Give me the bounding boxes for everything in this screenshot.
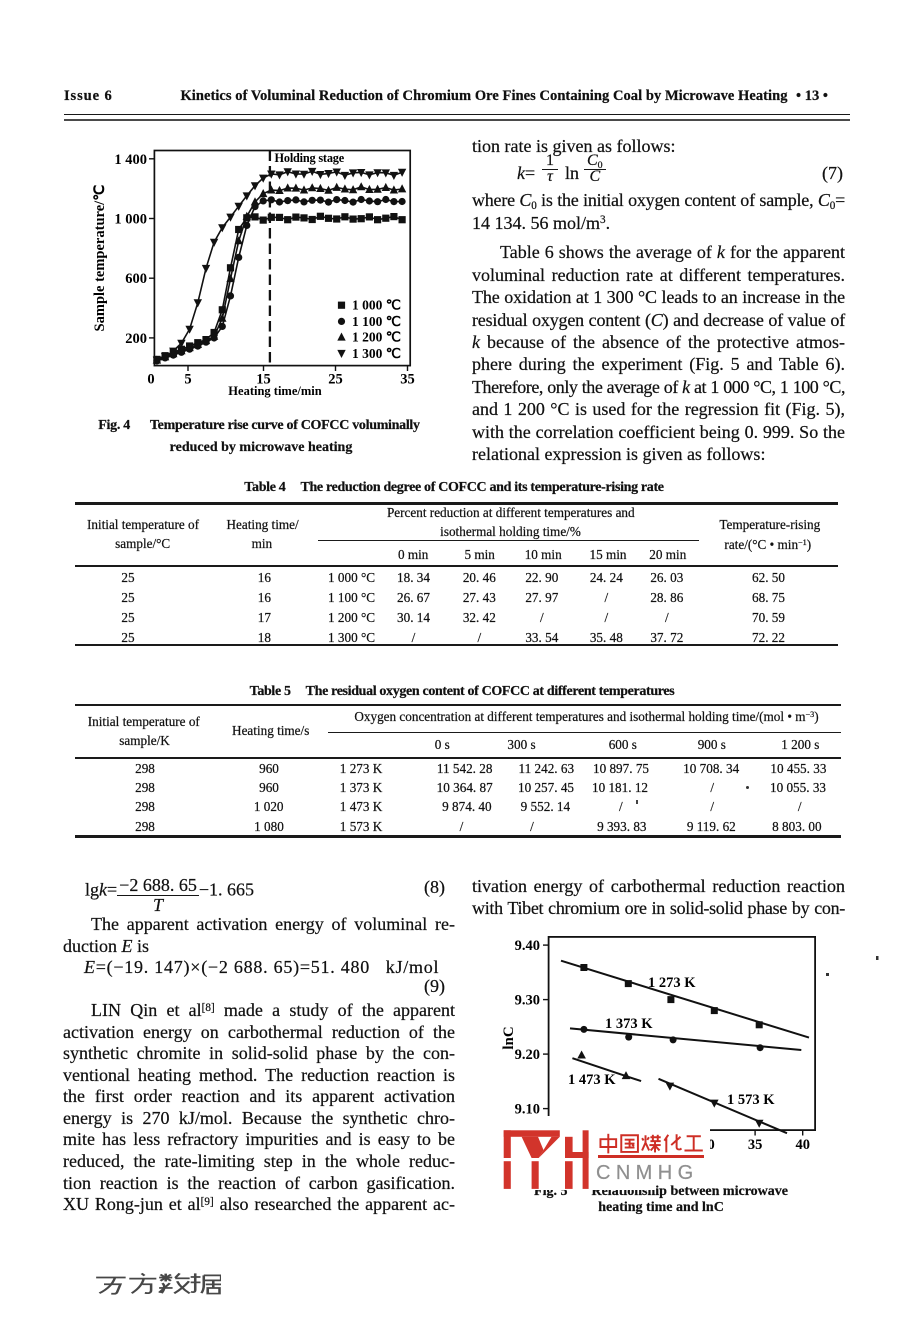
svg-text:35: 35 (400, 372, 415, 388)
svg-text:15: 15 (256, 372, 271, 388)
svg-text:1 573 K: 1 573 K (727, 1092, 775, 1108)
svg-text:200: 200 (125, 331, 147, 347)
svg-text:Holding stage: Holding stage (275, 151, 345, 165)
svg-text:9.40: 9.40 (515, 938, 540, 954)
svg-text:Sample temperature/℃: Sample temperature/℃ (92, 184, 108, 332)
svg-text:0: 0 (147, 372, 154, 388)
svg-text:9.30: 9.30 (515, 993, 540, 1009)
svg-text:25: 25 (328, 372, 343, 388)
svg-text:35: 35 (748, 1137, 763, 1153)
svg-text:1 400: 1 400 (114, 152, 147, 168)
svg-text:1 300 ℃: 1 300 ℃ (352, 346, 402, 361)
svg-text:40: 40 (795, 1137, 810, 1153)
svg-text:1 100 ℃: 1 100 ℃ (352, 314, 402, 329)
svg-text:1 273 K: 1 273 K (648, 975, 696, 991)
svg-text:lnC: lnC (501, 1026, 517, 1049)
svg-text:9.10: 9.10 (515, 1102, 540, 1118)
svg-text:1 473 K: 1 473 K (568, 1072, 616, 1088)
svg-text:1 200 ℃: 1 200 ℃ (352, 330, 402, 345)
svg-text:9.20: 9.20 (515, 1047, 540, 1063)
svg-text:1 373 K: 1 373 K (605, 1016, 653, 1032)
svg-text:600: 600 (125, 271, 147, 287)
svg-text:5: 5 (184, 372, 191, 388)
svg-text:1 000 ℃: 1 000 ℃ (352, 298, 402, 313)
svg-text:Heating time/min: Heating time/min (228, 384, 321, 398)
svg-text:1 000: 1 000 (114, 212, 147, 228)
